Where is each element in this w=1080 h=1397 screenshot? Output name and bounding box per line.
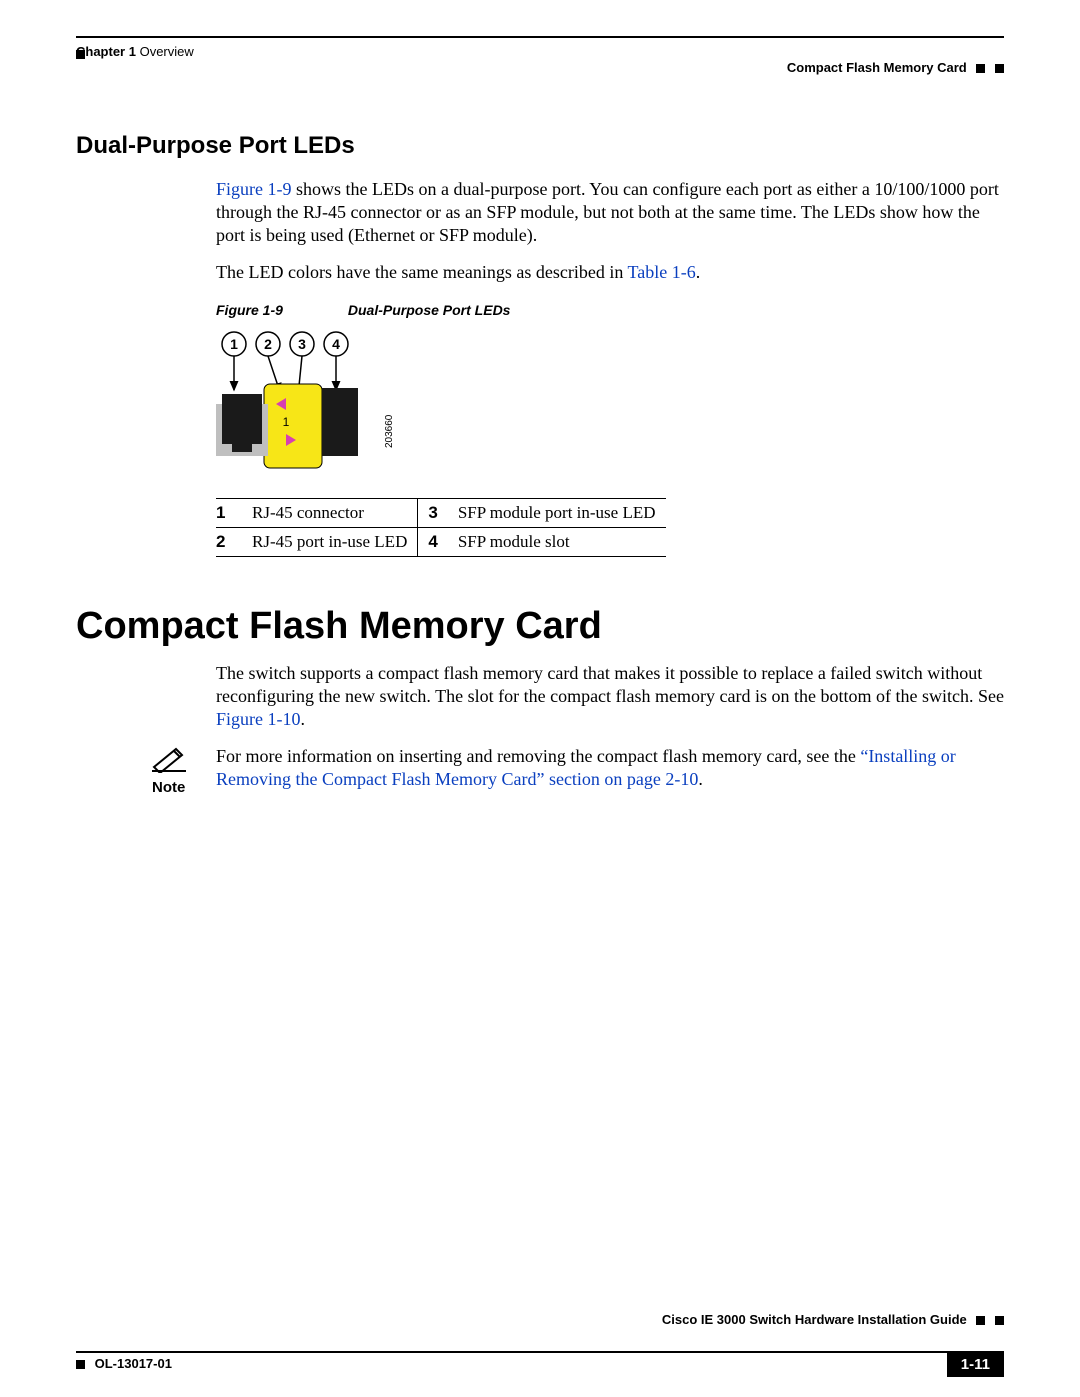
pencil-icon — [152, 747, 186, 773]
table-row: 2 RJ-45 port in-use LED 4 SFP module slo… — [216, 528, 666, 557]
paragraph-text: The LED colors have the same meanings as… — [216, 262, 628, 282]
callout-3: 3 — [298, 336, 306, 352]
note-block: Note For more information on inserting a… — [76, 745, 1004, 796]
callout-4: 4 — [332, 336, 340, 352]
footer-square-icon — [76, 1360, 85, 1369]
port-number: 1 — [283, 415, 290, 429]
section-heading-dual-purpose: Dual-Purpose Port LEDs — [76, 132, 1004, 160]
callout-1: 1 — [230, 336, 238, 352]
page-number: 1-11 — [947, 1352, 1004, 1377]
paragraph-text: . — [301, 709, 306, 729]
running-footer: Cisco IE 3000 Switch Hardware Installati… — [76, 1305, 1004, 1353]
note-body: For more information on inserting and re… — [216, 745, 1004, 796]
callout-text: RJ-45 connector — [242, 499, 418, 528]
callout-text: RJ-45 port in-use LED — [242, 528, 418, 557]
callout-num: 4 — [418, 528, 448, 557]
chapter-title: Overview — [140, 44, 194, 59]
callout-text: SFP module slot — [448, 528, 666, 557]
callout-num: 3 — [418, 499, 448, 528]
paragraph-text: shows the LEDs on a dual-purpose port. Y… — [216, 179, 999, 245]
header-section: Compact Flash Memory Card — [787, 60, 967, 75]
note-label: Note — [152, 779, 216, 796]
header-left: Chapter 1 Overview — [76, 44, 194, 59]
footer-guide: Cisco IE 3000 Switch Hardware Installati… — [662, 1312, 1004, 1327]
figure-title: Dual-Purpose Port LEDs — [348, 302, 511, 318]
header-square-icon — [976, 64, 985, 73]
footer-doc-text: OL-13017-01 — [95, 1356, 172, 1371]
footer-doc: OL-13017-01 — [76, 1356, 172, 1371]
figure-dual-purpose-port: 1 2 3 4 — [216, 328, 1004, 490]
table-row: 1 RJ-45 connector 3 SFP module port in-u… — [216, 499, 666, 528]
note-text: . — [698, 769, 703, 789]
callout-num: 2 — [216, 528, 242, 557]
footer-square-icon — [995, 1316, 1004, 1325]
figure-caption: Figure 1-9 Dual-Purpose Port LEDs — [216, 302, 1004, 318]
note-text: For more information on inserting and re… — [216, 746, 860, 766]
callout-num: 1 — [216, 499, 242, 528]
paragraph-text: The switch supports a compact flash memo… — [216, 663, 1004, 706]
section-heading-compact-flash: Compact Flash Memory Card — [76, 605, 1004, 648]
running-header: Chapter 1 Overview Compact Flash Memory … — [76, 36, 1004, 68]
header-right: Compact Flash Memory Card — [787, 60, 1004, 75]
paragraph: The LED colors have the same meanings as… — [216, 261, 1004, 284]
paragraph: The switch supports a compact flash memo… — [216, 662, 1004, 731]
figure-ref-link[interactable]: Figure 1-9 — [216, 179, 292, 199]
note-icon-column: Note — [76, 745, 216, 796]
callout-2: 2 — [264, 336, 272, 352]
header-square-icon — [76, 50, 85, 59]
header-square-icon — [995, 64, 1004, 73]
part-number: 203660 — [384, 414, 395, 448]
table-ref-link[interactable]: Table 1-6 — [628, 262, 696, 282]
footer-guide-text: Cisco IE 3000 Switch Hardware Installati… — [662, 1312, 967, 1327]
figure-number: Figure 1-9 — [216, 302, 344, 318]
footer-square-icon — [976, 1316, 985, 1325]
paragraph: Figure 1-9 shows the LEDs on a dual-purp… — [216, 178, 1004, 247]
paragraph-text: . — [696, 262, 701, 282]
figure-ref-link[interactable]: Figure 1-10 — [216, 709, 301, 729]
callout-text: SFP module port in-use LED — [448, 499, 666, 528]
callout-table: 1 RJ-45 connector 3 SFP module port in-u… — [216, 498, 666, 557]
